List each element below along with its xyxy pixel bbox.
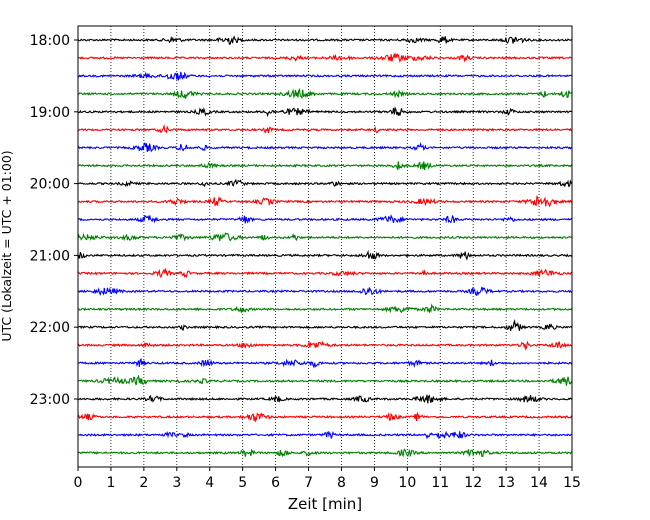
trace-2230: [77, 357, 573, 369]
trace-1815: [77, 52, 573, 63]
trace-2100: [77, 249, 573, 261]
x-tick-label-14: 14: [530, 475, 548, 491]
x-tick-label-10: 10: [398, 475, 416, 491]
trace-2045: [77, 232, 573, 242]
x-tick-label-5: 5: [238, 475, 247, 491]
trace-2030: [77, 214, 573, 224]
x-tick-label-12: 12: [464, 475, 482, 491]
x-tick-label-4: 4: [205, 475, 214, 491]
trace-1930: [77, 142, 573, 153]
trace-2215: [77, 340, 573, 352]
trace-2330: [77, 430, 573, 440]
trace-2245: [77, 374, 573, 386]
x-tick-label-13: 13: [497, 475, 515, 491]
y-axis-label: UTC (Lokalzeit = UTC + 01:00): [0, 150, 14, 341]
trace-1830: [77, 71, 573, 81]
trace-2300: [77, 394, 573, 404]
x-tick-label-11: 11: [431, 475, 449, 491]
x-axis-label: Zeit [min]: [288, 495, 362, 513]
x-tick-label-8: 8: [337, 475, 346, 491]
trace-2000: [77, 178, 573, 188]
plot-frame: [77, 25, 573, 468]
x-tick-label-0: 0: [74, 475, 83, 491]
y-tick-label-5: 23:00: [30, 392, 70, 408]
trace-2345: [77, 448, 573, 458]
trace-1900: [77, 106, 573, 118]
trace-2130: [77, 286, 573, 297]
trace-2315: [77, 411, 573, 423]
x-tick-label-9: 9: [370, 475, 379, 491]
trace-1945: [77, 161, 573, 171]
trace-1915: [77, 124, 573, 134]
y-tick-label-3: 21:00: [30, 248, 70, 264]
seismic-traces: [77, 35, 573, 458]
trace-1800: [77, 35, 573, 45]
trace-2200: [77, 318, 573, 332]
y-tick-label-2: 20:00: [30, 177, 70, 193]
x-tick-label-6: 6: [271, 475, 280, 491]
x-tick-label-7: 7: [304, 475, 313, 491]
x-tick-label-3: 3: [172, 475, 181, 491]
trace-2015: [77, 195, 573, 208]
y-tick-label-0: 18:00: [30, 33, 70, 49]
x-tick-label-1: 1: [106, 475, 115, 491]
x-axis-ticks: 0 1 2 3 4 5 6 7 8 9 10 11 12 13 14 15: [74, 467, 581, 491]
x-tick-label-2: 2: [139, 475, 148, 491]
y-tick-label-4: 22:00: [30, 320, 70, 336]
trace-1845: [77, 88, 573, 100]
y-axis-ticks: 18:00 19:00 20:00 21:00 22:00 23:00: [30, 33, 78, 408]
y-tick-label-1: 19:00: [30, 105, 70, 121]
trace-2115: [77, 267, 573, 279]
x-tick-label-15: 15: [563, 475, 581, 491]
trace-2145: [77, 303, 573, 314]
